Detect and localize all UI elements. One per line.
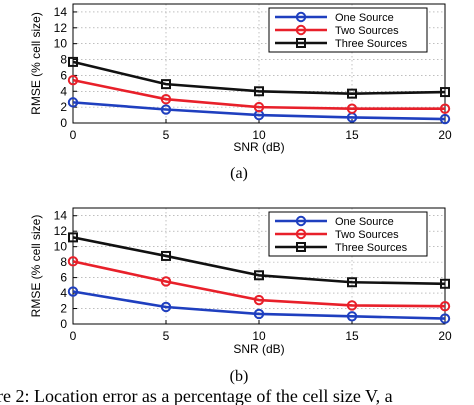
data-point <box>346 300 358 311</box>
y-tick-label: 2 <box>60 100 67 114</box>
x-tick-label: 5 <box>163 329 170 343</box>
data-point <box>253 308 265 320</box>
data-point <box>67 256 79 267</box>
y-axis-label: RMSE (% cell size) <box>29 12 43 115</box>
data-point <box>68 232 78 243</box>
data-point <box>160 94 172 105</box>
series-two-sources <box>67 74 451 114</box>
legend-marker <box>296 242 306 252</box>
x-tick-label: 10 <box>252 128 266 142</box>
legend-marker <box>295 11 307 23</box>
series-one-source <box>67 286 451 324</box>
x-axis-label: SNR (dB) <box>233 342 284 356</box>
series-line <box>72 78 445 111</box>
y-tick-label: 8 <box>60 255 67 269</box>
panel-label: (b) <box>230 368 249 385</box>
panel-label: (a) <box>230 165 248 182</box>
data-point <box>67 286 79 297</box>
series-line <box>72 101 446 121</box>
legend-marker <box>295 24 307 36</box>
data-point <box>439 103 451 114</box>
data-point <box>67 74 79 86</box>
data-point <box>439 301 451 312</box>
x-tick-label: 15 <box>345 128 359 142</box>
data-point <box>67 97 79 108</box>
legend-marker <box>295 228 307 240</box>
y-tick-label: 12 <box>54 21 68 35</box>
legend-entry-label: Two Sources <box>335 25 399 37</box>
x-tick-label: 5 <box>163 128 170 142</box>
data-point <box>254 86 264 97</box>
legend-entry-label: One Source <box>335 216 394 228</box>
series-two-sources <box>67 256 451 312</box>
y-tick-label: 0 <box>60 116 67 130</box>
y-tick-label: 14 <box>54 209 68 223</box>
y-tick-label: 10 <box>54 37 68 51</box>
x-tick-label: 10 <box>252 329 266 343</box>
figure-caption: ure 2: Location error as a percentage of… <box>0 386 393 405</box>
plot-border <box>72 3 446 124</box>
y-tick-label: 6 <box>60 271 67 285</box>
data-point <box>161 250 171 261</box>
y-tick-label: 8 <box>60 53 67 67</box>
data-point <box>347 88 357 99</box>
x-tick-label: 0 <box>70 128 77 142</box>
x-axis-label: SNR (dB) <box>233 140 284 154</box>
y-tick-label: 0 <box>60 317 67 331</box>
series-line <box>72 290 446 320</box>
legend-marker <box>295 215 307 227</box>
data-point <box>253 101 265 113</box>
y-tick-label: 14 <box>54 5 68 19</box>
data-point <box>161 79 171 90</box>
data-point <box>347 277 357 288</box>
data-point <box>440 87 450 98</box>
data-point <box>68 56 78 67</box>
x-tick-label: 20 <box>438 329 452 343</box>
data-point <box>254 270 264 281</box>
data-point <box>440 278 450 289</box>
series-line <box>72 60 446 95</box>
data-point <box>160 104 172 115</box>
y-tick-label: 4 <box>60 84 67 98</box>
data-point <box>160 276 172 287</box>
data-point <box>439 313 451 324</box>
data-point <box>346 311 358 322</box>
legend-entry-label: One Source <box>335 12 394 24</box>
y-tick-label: 12 <box>54 224 68 238</box>
data-point <box>160 301 172 313</box>
series-line <box>72 236 446 286</box>
data-point <box>253 294 265 306</box>
series-three-sources <box>68 56 450 99</box>
y-tick-label: 4 <box>60 286 67 300</box>
y-axis-label: RMSE (% cell size) <box>29 215 43 318</box>
y-tick-label: 2 <box>60 302 67 316</box>
x-tick-label: 15 <box>345 329 359 343</box>
x-tick-label: 0 <box>70 329 77 343</box>
x-tick-label: 20 <box>438 128 452 142</box>
legend-entry-label: Two Sources <box>335 229 399 241</box>
legend-entry-label: Three Sources <box>335 38 408 50</box>
series-line <box>72 260 446 308</box>
data-point <box>346 103 358 114</box>
legend-entry-label: Three Sources <box>335 242 408 254</box>
series-three-sources <box>68 232 450 289</box>
y-tick-label: 10 <box>54 240 68 254</box>
legend-marker <box>296 38 306 48</box>
data-point <box>439 113 451 125</box>
y-tick-label: 6 <box>60 68 67 82</box>
